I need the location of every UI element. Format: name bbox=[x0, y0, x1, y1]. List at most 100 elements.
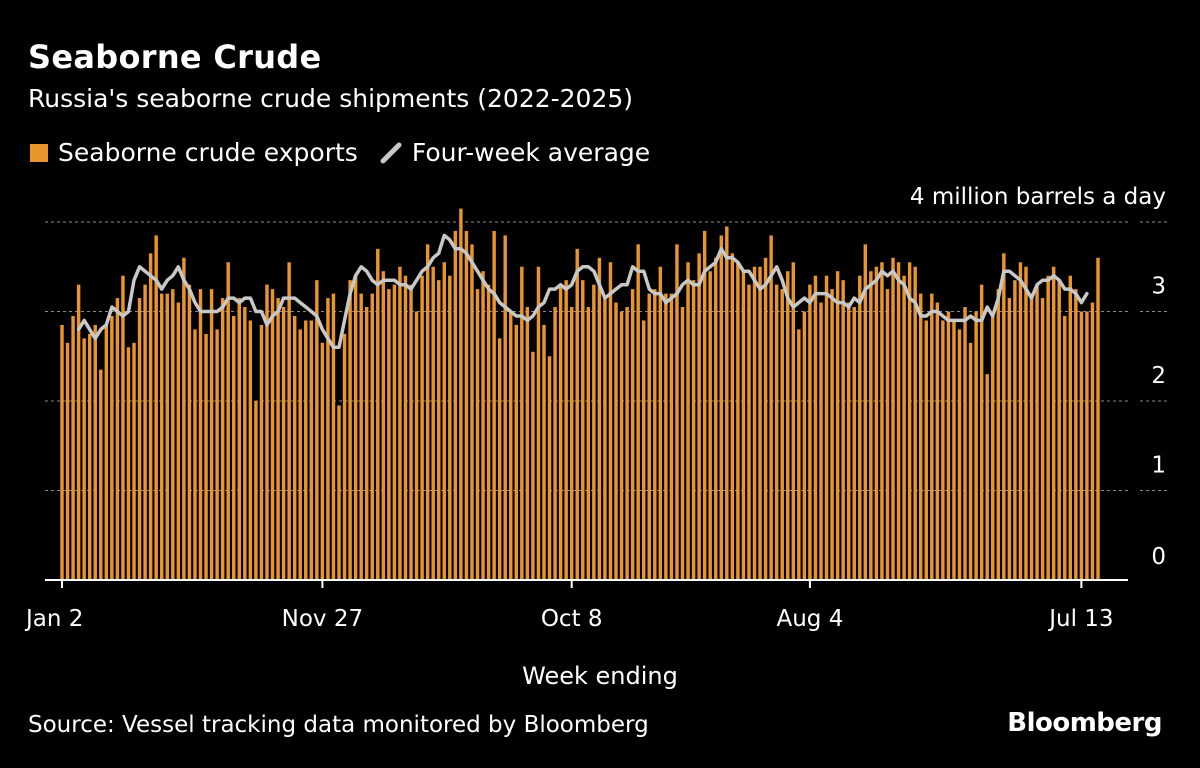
export-bar bbox=[614, 302, 618, 580]
export-bar bbox=[331, 293, 336, 580]
export-bar bbox=[1074, 289, 1078, 580]
export-bar bbox=[115, 298, 120, 580]
export-bar bbox=[1002, 253, 1006, 580]
export-bar bbox=[758, 266, 762, 580]
export-bar bbox=[104, 324, 109, 580]
bar-line-chart: 0 1 2 3 4 million barrels a day Jan 2 Nov 27 Oc… bbox=[24, 184, 1168, 690]
export-bar bbox=[492, 230, 496, 580]
export-bar bbox=[1051, 266, 1056, 580]
export-bar bbox=[209, 289, 214, 580]
export-bar bbox=[619, 311, 624, 580]
export-bar bbox=[902, 275, 906, 580]
export-bar bbox=[364, 307, 369, 580]
export-bar bbox=[553, 307, 557, 580]
export-bar bbox=[1068, 275, 1073, 580]
export-bar bbox=[481, 271, 485, 580]
export-bar bbox=[957, 329, 962, 580]
export-bar bbox=[254, 401, 258, 580]
export-bar bbox=[503, 235, 507, 581]
export-bar bbox=[1063, 315, 1067, 580]
export-bar bbox=[259, 324, 264, 580]
export-bar bbox=[1090, 302, 1095, 580]
y-tick-label: 0 bbox=[1151, 544, 1166, 570]
export-bar bbox=[1079, 311, 1084, 580]
export-bar bbox=[697, 253, 701, 580]
export-bar bbox=[935, 302, 940, 580]
export-bar bbox=[287, 262, 291, 580]
export-bar bbox=[459, 208, 463, 580]
export-bar bbox=[808, 284, 812, 580]
export-bar bbox=[752, 266, 757, 580]
export-bar bbox=[946, 311, 951, 580]
export-bars bbox=[60, 208, 1100, 581]
export-bar bbox=[126, 347, 131, 580]
export-bar bbox=[448, 275, 452, 580]
export-bar bbox=[885, 289, 890, 580]
export-bar bbox=[475, 289, 480, 580]
export-bar bbox=[625, 307, 629, 580]
export-bar bbox=[769, 235, 773, 581]
export-bar bbox=[1057, 280, 1061, 580]
export-bar bbox=[486, 284, 491, 580]
export-bar bbox=[182, 257, 186, 580]
export-bar bbox=[270, 289, 275, 580]
export-bar bbox=[320, 342, 325, 580]
legend-line-label: Four-week average bbox=[411, 138, 651, 167]
export-bar bbox=[664, 293, 668, 580]
export-bar bbox=[841, 280, 845, 580]
export-bar bbox=[204, 333, 208, 580]
export-bar bbox=[1013, 280, 1017, 580]
export-bar bbox=[431, 266, 435, 580]
export-bar bbox=[437, 280, 441, 580]
export-bar bbox=[968, 342, 973, 580]
export-bar bbox=[237, 298, 242, 580]
export-bar bbox=[160, 293, 164, 580]
export-bar bbox=[708, 271, 712, 580]
export-bar bbox=[658, 266, 663, 580]
source-note: Source: Vessel tracking data monitored b… bbox=[28, 712, 649, 738]
export-bar bbox=[786, 271, 790, 580]
export-bar bbox=[918, 293, 923, 580]
export-bar bbox=[747, 284, 751, 580]
export-bar bbox=[846, 302, 851, 580]
export-bar bbox=[71, 315, 75, 580]
export-bar bbox=[187, 284, 192, 580]
export-bar bbox=[520, 266, 524, 580]
export-bar bbox=[154, 235, 158, 581]
export-bar bbox=[680, 307, 685, 580]
export-bar bbox=[603, 298, 607, 580]
average-line-layer bbox=[76, 233, 1089, 350]
x-tick-label: Oct 8 bbox=[541, 606, 603, 632]
export-bar bbox=[60, 324, 64, 580]
export-bar bbox=[592, 284, 596, 580]
export-bar bbox=[398, 266, 402, 580]
export-bar bbox=[675, 244, 679, 580]
export-bar bbox=[774, 284, 779, 580]
x-axis bbox=[45, 579, 1128, 588]
export-bar bbox=[525, 307, 530, 580]
export-bar bbox=[110, 315, 114, 580]
export-bar bbox=[309, 320, 314, 580]
export-bar bbox=[1007, 298, 1012, 580]
export-bar bbox=[874, 266, 879, 580]
axis-labels: 0 1 2 3 4 million barrels a day Jan 2 Nov 27 Oc… bbox=[24, 184, 1166, 690]
export-bar bbox=[536, 266, 541, 580]
x-tick-label: Jul 13 bbox=[1047, 606, 1113, 632]
export-bar bbox=[425, 244, 430, 580]
export-bar bbox=[924, 320, 928, 580]
x-axis-title: Week ending bbox=[522, 662, 678, 690]
export-bar bbox=[569, 307, 574, 580]
bloomberg-logo: Bloomberg bbox=[1007, 708, 1162, 738]
export-bar bbox=[509, 311, 513, 580]
export-bar bbox=[952, 320, 956, 580]
export-bar bbox=[292, 315, 297, 580]
export-bar bbox=[304, 320, 308, 580]
export-bar bbox=[564, 280, 568, 580]
export-bar bbox=[763, 257, 768, 580]
export-bar bbox=[82, 338, 86, 580]
export-bar bbox=[265, 284, 269, 580]
export-bar bbox=[858, 275, 862, 580]
export-bar bbox=[470, 244, 474, 580]
export-bar bbox=[974, 311, 978, 580]
export-bar bbox=[409, 284, 413, 580]
